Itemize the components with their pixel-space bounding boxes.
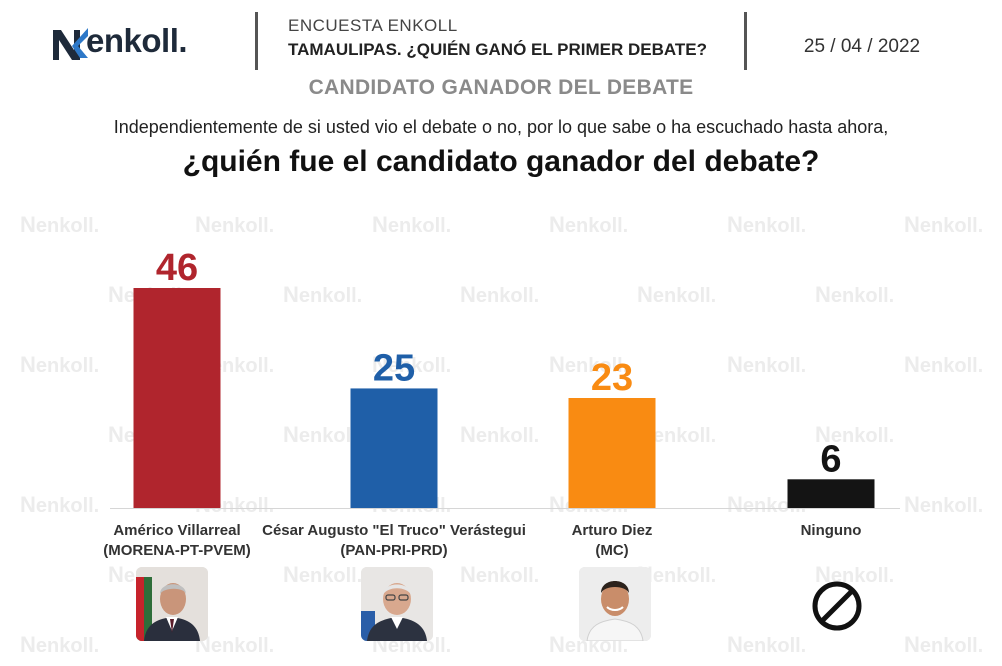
header-divider [255, 12, 258, 70]
candidate-name: Arturo Diez [571, 522, 653, 539]
watermark: Νenkoll. [904, 492, 984, 517]
candidate-party: (PAN-PRI-PRD) [340, 542, 448, 559]
question-main: ¿quién fue el candidato ganador del deba… [182, 145, 820, 178]
watermark: Νenkoll. [815, 562, 895, 587]
watermark: Νenkoll. [549, 212, 629, 237]
watermark: Νenkoll. [372, 352, 452, 377]
bar [787, 479, 875, 508]
bar-value-label: 46 [156, 247, 198, 289]
watermark: Νenkoll. [815, 282, 895, 307]
enkoll-logo: enkoll. [50, 22, 220, 66]
candidate-photo-villarreal [136, 567, 208, 641]
watermark: Νenkoll. [727, 352, 807, 377]
candidate-label: César Augusto "El Truco" Verástegui (PAN… [254, 521, 534, 561]
watermark: Νenkoll. [283, 562, 363, 587]
watermark: Νenkoll. [904, 632, 984, 657]
bar-value-label: 23 [591, 357, 633, 399]
candidate-photo-verastegui [361, 567, 433, 641]
candidate-photo-diez [579, 567, 651, 641]
bar-value-label: 6 [820, 438, 841, 480]
watermark: Νenkoll. [727, 632, 807, 657]
watermark: Νenkoll. [637, 282, 717, 307]
watermark: Νenkoll. [460, 562, 540, 587]
candidate-name: Ninguno [800, 522, 862, 539]
watermark: Νenkoll. [283, 422, 363, 447]
candidate-label: Arturo Diez (MC) [472, 521, 752, 561]
chart-title: CANDIDATO GANADOR DEL DEBATE [308, 76, 694, 99]
watermark: Νenkoll. [460, 422, 540, 447]
bar [133, 288, 221, 508]
question-intro: Independientemente de si usted vio el de… [113, 117, 889, 137]
survey-label: ENCUESTA ENKOLL [288, 16, 458, 35]
watermark: Νenkoll. [815, 422, 895, 447]
bar [350, 388, 438, 508]
candidate-name: César Augusto "El Truco" Verástegui [262, 522, 526, 539]
bar [568, 398, 656, 508]
watermark: Νenkoll. [727, 212, 807, 237]
no-symbol-icon [811, 580, 863, 632]
candidate-name: Américo Villarreal [113, 522, 241, 539]
watermark: Νenkoll. [283, 282, 363, 307]
watermark: Νenkoll. [20, 352, 100, 377]
header: enkoll. ENCUESTA ENKOLL TAMAULIPAS. ¿QUI… [0, 0, 1002, 72]
survey-title: TAMAULIPAS. ¿QUIÉN GANÓ EL PRIMER DEBATE… [288, 40, 708, 59]
enkoll-logo-icon [53, 28, 88, 60]
candidate-party: (MC) [595, 542, 629, 559]
header-divider [744, 12, 747, 70]
bar-value-label: 25 [373, 347, 415, 389]
watermark: Νenkoll. [195, 212, 275, 237]
candidate-label: Américo Villarreal (MORENA-PT-PVEM) [37, 521, 317, 561]
candidate-label: Ninguno [691, 521, 971, 541]
survey-date: 25 / 04 / 2022 [803, 36, 921, 57]
candidate-party: (MORENA-PT-PVEM) [103, 542, 251, 559]
watermark: Νenkoll. [460, 282, 540, 307]
watermark: Νenkoll. [20, 212, 100, 237]
watermark: Νenkoll. [20, 632, 100, 657]
watermark: Νenkoll. [904, 352, 984, 377]
watermark: Νenkoll. [549, 352, 629, 377]
watermark: Νenkoll. [20, 492, 100, 517]
watermark: Νenkoll. [372, 212, 452, 237]
brand-name: enkoll. [86, 22, 188, 59]
watermark: Νenkoll. [904, 212, 984, 237]
